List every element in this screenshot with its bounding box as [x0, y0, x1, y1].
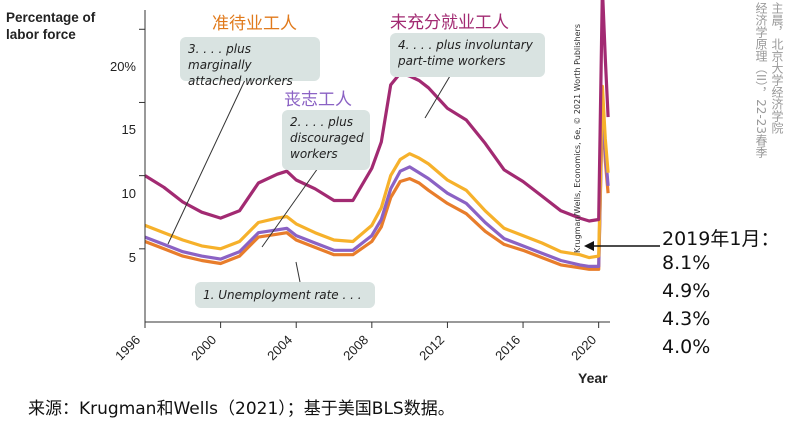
leader-line-1 — [295, 261, 301, 283]
watermark-line2: 经济学原理（II），22-23春季 — [754, 2, 768, 158]
source-note: 来源：Krugman和Wells（2021）；基于美国BLS数据。 — [28, 399, 455, 419]
label-cn-sangzhi: 丧志工人 — [284, 90, 352, 110]
callout-2-line3: workers — [290, 147, 338, 161]
y-tick-label: 15 — [121, 122, 136, 137]
jan2019-arrow-head — [584, 241, 594, 251]
note-title: 2019年1月： — [662, 228, 780, 250]
publisher-credit: Krugman/Wells, Economics, 6e, © 2021 Wor… — [573, 24, 582, 253]
series-line-2 — [144, 97, 610, 268]
note-value: 4.9% — [662, 280, 711, 302]
note-value: 8.1% — [662, 252, 711, 274]
y-axis-label: Percentage of labor force — [6, 10, 96, 42]
y-tick-label: 20% — [109, 59, 136, 74]
callout-4-line1: 4. . . . plus involuntary — [398, 38, 533, 52]
label-cn-weichongfen: 未充分就业工人 — [390, 13, 509, 33]
series-line-1 — [144, 105, 610, 271]
callout-2-line2: discouraged — [290, 131, 364, 145]
x-axis-label: Year — [578, 370, 608, 386]
label-cn-zhundaiye: 准待业工人 — [212, 14, 297, 34]
y-tick-label: 10 — [121, 186, 136, 201]
callout-4: 4. . . . plus involuntary part-time work… — [390, 33, 545, 77]
callout-4-line2: part-time workers — [398, 54, 506, 68]
leader-line-4 — [424, 75, 451, 119]
callout-2: 2. . . . plus discouraged workers — [282, 110, 370, 170]
y-tick-label: 5 — [128, 250, 136, 265]
note-value: 4.0% — [662, 336, 711, 358]
callout-1: 1. Unemployment rate . . . — [195, 282, 375, 308]
leader-line-3 — [167, 79, 246, 245]
callout-3-line1: 3. . . . plus marginally — [188, 42, 252, 72]
callout-3: 3. . . . plus marginally attached worker… — [180, 37, 320, 88]
leader-line-2 — [261, 167, 319, 248]
note-value: 4.3% — [662, 308, 711, 330]
watermark-line1: 主晨，北京大学经济学院 — [770, 2, 784, 134]
series-line-3 — [144, 84, 610, 260]
callout-2-line1: 2. . . . plus — [290, 115, 353, 129]
callout-1-line1: 1. Unemployment rate . . . — [203, 288, 362, 302]
callout-3-line2: attached workers — [188, 74, 293, 88]
